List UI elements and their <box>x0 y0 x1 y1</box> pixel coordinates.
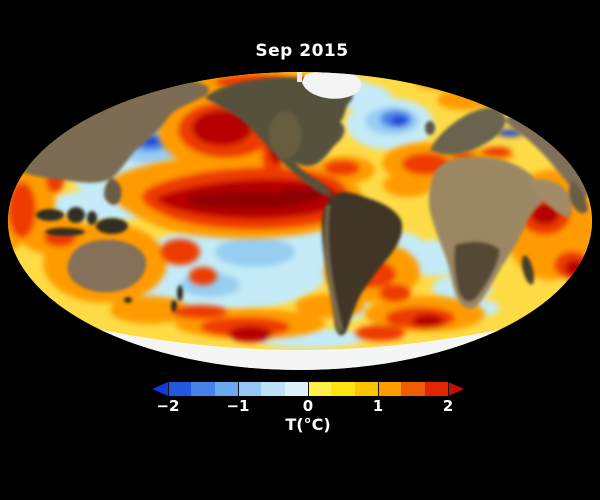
colorbar-segment <box>214 382 238 396</box>
subcontinent-india <box>569 180 588 214</box>
colorbar-body <box>168 382 449 396</box>
island-madagascar <box>521 255 535 285</box>
colorbar-left-arrow <box>152 382 168 396</box>
colorbar-segment <box>261 382 285 396</box>
greenland-ice <box>302 72 362 99</box>
colorbar-segment <box>424 382 448 396</box>
colorbar-right-arrow <box>448 382 464 396</box>
colorbar-tick-label: −2 <box>156 397 180 415</box>
colorbar-segment <box>168 382 192 396</box>
continent-se-asia <box>104 178 122 205</box>
colorbar-tick-mark <box>378 382 379 396</box>
peninsula-arabia <box>528 179 572 218</box>
colorbar-tick-mark <box>448 382 449 396</box>
colorbar-segment <box>237 382 262 396</box>
rockies-highlight <box>269 111 301 159</box>
colorbar: −2 −1 0 1 2 T(°C) <box>152 382 464 442</box>
island-britain <box>425 121 435 135</box>
colorbar-tick-label: 2 <box>442 397 454 415</box>
colorbar-segment <box>377 382 402 396</box>
continent-australia <box>67 239 147 293</box>
continent-south-america <box>321 192 403 336</box>
colorbar-unit-label: T(°C) <box>285 415 331 434</box>
islands-indonesia <box>36 207 128 236</box>
colorbar-segment <box>284 382 308 396</box>
colorbar-row <box>152 382 464 396</box>
islands-new-zealand <box>171 285 183 312</box>
colorbar-segment <box>191 382 215 396</box>
colorbar-segment <box>331 382 355 396</box>
colorbar-tick-label: 1 <box>372 397 384 415</box>
andes-highlight <box>324 205 343 332</box>
southern-africa-dark <box>454 241 500 302</box>
colorbar-tick-mark <box>308 382 309 396</box>
colorbar-tick-mark <box>168 382 169 396</box>
colorbar-tick-mark <box>238 382 239 396</box>
colorbar-tick-label: −1 <box>226 397 250 415</box>
pole-marker <box>297 72 302 82</box>
island-tasmania <box>124 297 132 303</box>
continent-europe <box>430 107 506 155</box>
colorbar-ticks: −2 −1 0 1 2 <box>156 397 453 415</box>
colorbar-segment <box>307 382 332 396</box>
colorbar-segment <box>401 382 425 396</box>
map-title: Sep 2015 <box>255 41 349 61</box>
colorbar-tick-label: 0 <box>302 397 314 415</box>
colorbar-segment <box>354 382 378 396</box>
